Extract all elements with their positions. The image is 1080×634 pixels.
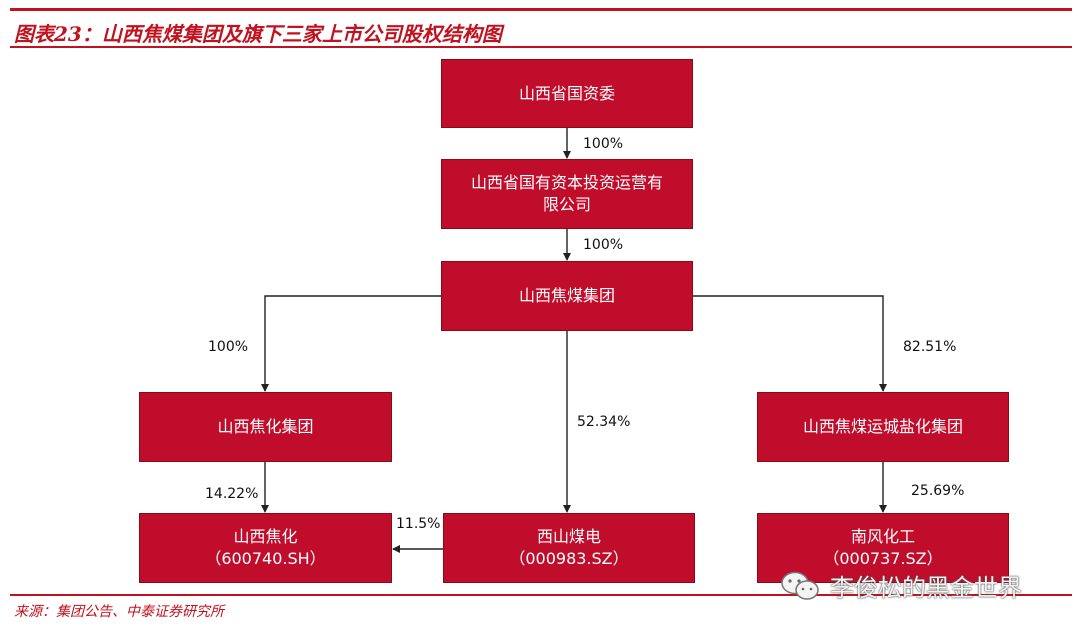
bottom-rule <box>10 594 1072 596</box>
edge-label-yuncheng-nanfeng: 25.69% <box>911 483 965 499</box>
node-sasac: 山西省国资委 <box>441 59 693 128</box>
node-nanfeng-label-1: 南风化工 <box>850 527 915 546</box>
figure-title: 图表23：山西焦煤集团及旗下三家上市公司股权结构图 <box>14 22 502 46</box>
top-rule <box>10 8 1072 11</box>
node-jiaohua-label-1: 山西焦化 <box>233 527 298 546</box>
node-capital: 山西省国有资本投资运营有 限公司 <box>441 159 693 229</box>
edge-label-sasac-capital: 100% <box>583 136 624 152</box>
node-jiaohua-group: 山西焦化集团 <box>139 392 392 462</box>
node-jiaohua-label-2: （600740.SH） <box>205 549 326 568</box>
node-xishan: 西山煤电 （000983.SZ） <box>443 513 695 583</box>
title-underline <box>10 46 1072 48</box>
edge-label-capital-coking: 100% <box>583 237 624 253</box>
node-coking-group-label: 山西焦煤集团 <box>518 286 615 305</box>
edge-label-jiaohua-group-jiaohua: 14.22% <box>205 486 259 502</box>
node-xishan-label-2: （000983.SZ） <box>509 549 629 568</box>
node-coking-group: 山西焦煤集团 <box>441 261 693 331</box>
watermark-text: 李俊松的黑金世界 <box>830 574 1022 602</box>
node-yuncheng-group-label: 山西焦煤运城盐化集团 <box>802 417 963 436</box>
wechat-icon <box>781 571 819 600</box>
edge-coking-jiaohua-group <box>261 295 441 392</box>
node-nanfeng: 南风化工 （000737.SZ） <box>757 513 1009 583</box>
edge-label-coking-yuncheng: 82.51% <box>903 339 957 355</box>
node-yuncheng-group: 山西焦煤运城盐化集团 <box>757 392 1009 462</box>
node-jiaohua: 山西焦化 （600740.SH） <box>139 513 392 583</box>
edge-label-coking-jiaohua-group: 100% <box>208 339 249 355</box>
node-capital-label-2: 限公司 <box>542 195 591 214</box>
node-nanfeng-label-2: （000737.SZ） <box>823 549 943 568</box>
node-capital-label-1: 山西省国有资本投资运营有 <box>470 173 663 192</box>
node-sasac-label: 山西省国资委 <box>518 83 615 103</box>
node-jiaohua-group-label: 山西焦化集团 <box>217 417 314 436</box>
edge-label-coking-xishan: 52.34% <box>577 414 631 430</box>
node-xishan-label-1: 西山煤电 <box>536 527 601 546</box>
edge-label-xishan-jiaohua: 11.5% <box>396 516 441 532</box>
watermark: 李俊松的黑金世界 <box>780 568 1022 603</box>
edge-coking-yuncheng <box>693 295 887 392</box>
source-note: 来源：集团公告、中泰证券研究所 <box>14 604 224 620</box>
